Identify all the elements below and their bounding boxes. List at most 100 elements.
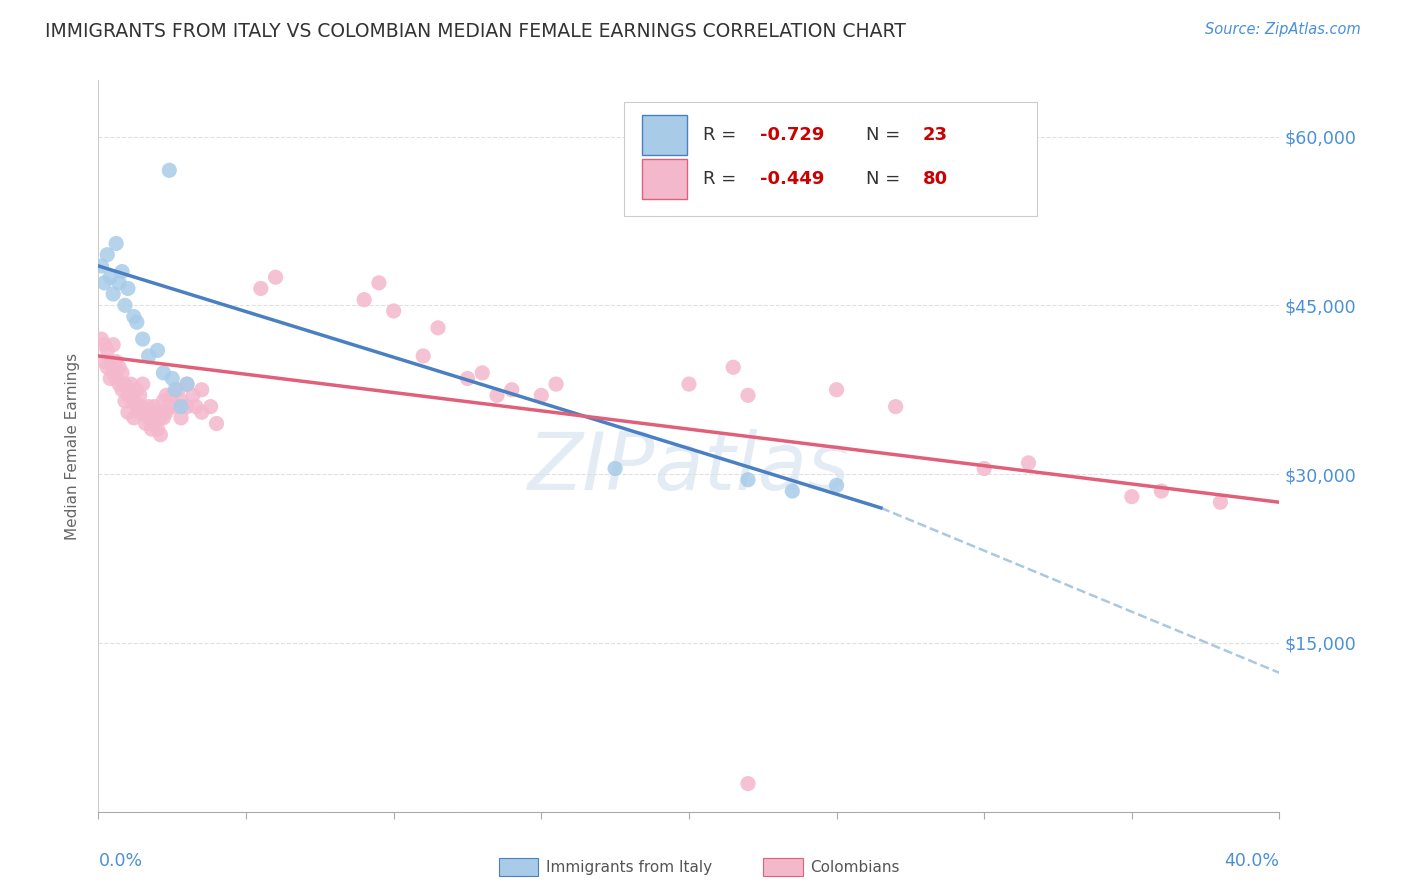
Text: 23: 23	[922, 126, 948, 145]
Point	[825, 383, 848, 397]
Point	[250, 281, 273, 295]
Point	[155, 388, 177, 402]
Text: ZIPatlas: ZIPatlas	[527, 429, 851, 507]
Point	[111, 264, 134, 278]
Point	[530, 388, 553, 402]
FancyBboxPatch shape	[624, 103, 1038, 216]
Point	[546, 377, 568, 392]
Text: R =: R =	[703, 170, 742, 188]
Point	[125, 400, 148, 414]
Point	[825, 478, 848, 492]
Point	[170, 400, 193, 414]
Point	[143, 417, 166, 431]
Point	[111, 383, 134, 397]
Point	[105, 371, 128, 385]
Point	[181, 388, 204, 402]
Point	[90, 259, 112, 273]
Point	[122, 394, 145, 409]
Point	[382, 304, 405, 318]
Text: IMMIGRANTS FROM ITALY VS COLOMBIAN MEDIAN FEMALE EARNINGS CORRELATION CHART: IMMIGRANTS FROM ITALY VS COLOMBIAN MEDIA…	[45, 22, 905, 41]
Text: 0.0%: 0.0%	[98, 852, 142, 870]
Point	[146, 343, 169, 358]
Point	[884, 400, 907, 414]
Point	[1150, 483, 1173, 498]
Text: 80: 80	[922, 170, 948, 188]
Point	[155, 405, 177, 419]
Point	[93, 337, 115, 351]
Point	[457, 371, 479, 385]
Point	[146, 405, 169, 419]
Point	[1209, 495, 1232, 509]
Point	[176, 377, 198, 392]
Point	[132, 332, 155, 346]
Point	[152, 410, 174, 425]
Point	[141, 405, 163, 419]
Point	[103, 366, 125, 380]
Point	[162, 388, 183, 402]
Point	[737, 388, 759, 402]
Point	[98, 270, 121, 285]
Point	[165, 383, 187, 397]
Text: N =: N =	[866, 126, 905, 145]
Text: N =: N =	[866, 170, 905, 188]
Point	[93, 354, 115, 368]
Point	[143, 400, 166, 414]
Point	[108, 276, 131, 290]
Point	[486, 388, 509, 402]
Point	[90, 332, 112, 346]
Point	[114, 298, 136, 312]
Text: 40.0%: 40.0%	[1225, 852, 1279, 870]
Point	[157, 400, 180, 414]
Text: Colombians: Colombians	[810, 860, 900, 874]
Point	[120, 388, 142, 402]
Point	[157, 163, 180, 178]
Point	[191, 383, 214, 397]
Point	[678, 377, 700, 392]
Point	[103, 287, 125, 301]
Point	[427, 321, 450, 335]
Point	[170, 394, 193, 409]
Point	[128, 405, 150, 419]
Point	[200, 400, 222, 414]
Point	[1121, 490, 1143, 504]
Point	[117, 388, 139, 402]
Point	[191, 405, 214, 419]
Point	[146, 422, 169, 436]
Point	[135, 405, 157, 419]
Point	[501, 383, 523, 397]
Point	[108, 360, 131, 375]
Bar	[641, 115, 686, 155]
Point	[973, 461, 995, 475]
Text: R =: R =	[703, 126, 742, 145]
Point	[105, 236, 128, 251]
Point	[93, 276, 115, 290]
Text: -0.729: -0.729	[759, 126, 824, 145]
Point	[368, 276, 391, 290]
Point	[782, 483, 804, 498]
Point	[176, 377, 198, 392]
Point	[162, 371, 183, 385]
Point	[264, 270, 287, 285]
Point	[125, 315, 148, 329]
Point	[117, 405, 139, 419]
Point	[353, 293, 375, 307]
Point	[114, 377, 136, 392]
Point	[138, 410, 160, 425]
Point	[103, 337, 125, 351]
Point	[184, 400, 207, 414]
Point	[128, 388, 150, 402]
Point	[1018, 456, 1040, 470]
Text: Immigrants from Italy: Immigrants from Italy	[546, 860, 711, 874]
Point	[412, 349, 434, 363]
Point	[152, 394, 174, 409]
Point	[132, 377, 155, 392]
Point	[141, 422, 163, 436]
Point	[96, 248, 118, 262]
Point	[111, 366, 134, 380]
Point	[122, 310, 145, 324]
Text: Source: ZipAtlas.com: Source: ZipAtlas.com	[1205, 22, 1361, 37]
Point	[96, 360, 118, 375]
Point	[170, 410, 193, 425]
Point	[117, 281, 139, 295]
Point	[723, 360, 745, 375]
